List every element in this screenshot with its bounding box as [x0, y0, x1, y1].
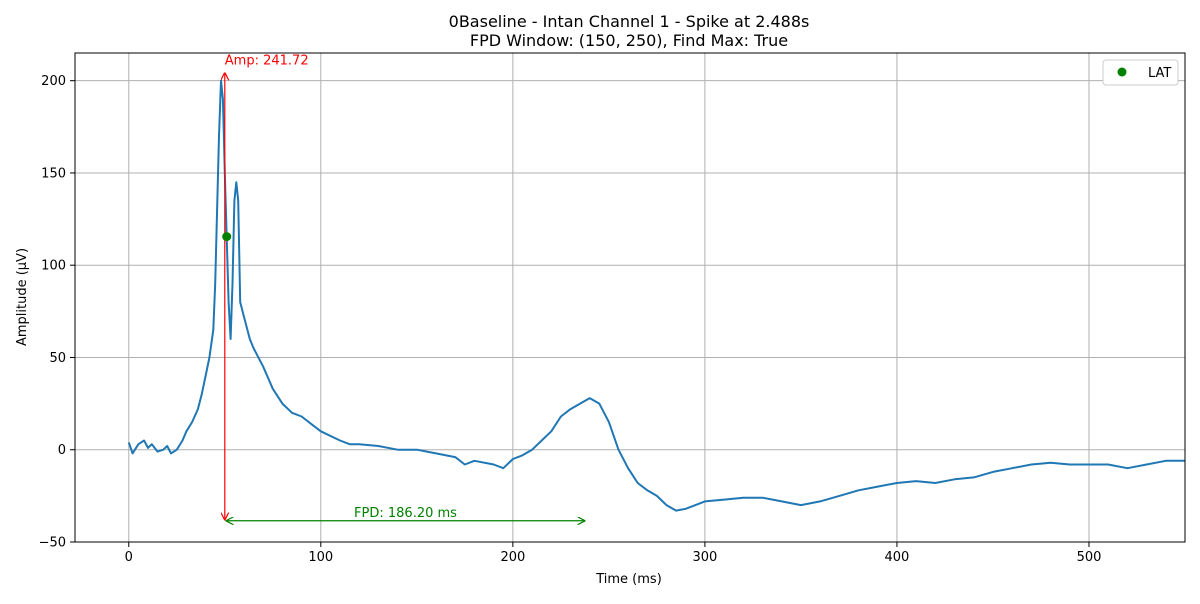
legend-lat-marker [1117, 67, 1127, 77]
y-tick-label: 150 [41, 166, 66, 181]
x-tick-label: 400 [885, 550, 910, 565]
legend: LAT [1102, 59, 1179, 86]
lat-marker [222, 232, 232, 242]
x-tick-label: 100 [308, 550, 333, 565]
plot-frame [74, 52, 1186, 543]
fpd-label: FPD: 186.20 ms [354, 506, 457, 521]
chart-title-line1: 0Baseline - Intan Channel 1 - Spike at 2… [449, 12, 810, 31]
x-tick-label: 200 [500, 550, 525, 565]
y-tick-label: 100 [41, 259, 66, 274]
y-tick-label: 0 [58, 443, 66, 458]
chart-title-line2: FPD Window: (150, 250), Find Max: True [470, 31, 788, 50]
x-axis-label: Time (ms) [595, 572, 662, 587]
axis-ticks: 0 100 200 300 400 500 −50 0 50 100 150 200 [39, 74, 1102, 565]
x-tick-label: 500 [1077, 550, 1102, 565]
x-tick-label: 300 [692, 550, 717, 565]
legend-lat-label: LAT [1148, 66, 1171, 81]
y-tick-label: 200 [41, 74, 66, 89]
y-tick-label: −50 [39, 536, 66, 551]
legend-box [1102, 59, 1179, 86]
x-tick-label: 0 [125, 550, 133, 565]
y-tick-label: 50 [49, 351, 66, 366]
y-axis-label: Amplitude (μV) [15, 248, 30, 346]
amplitude-label: Amp: 241.72 [225, 53, 309, 68]
signal-series-line [127, 79, 1185, 512]
grid-lines [75, 53, 1185, 543]
